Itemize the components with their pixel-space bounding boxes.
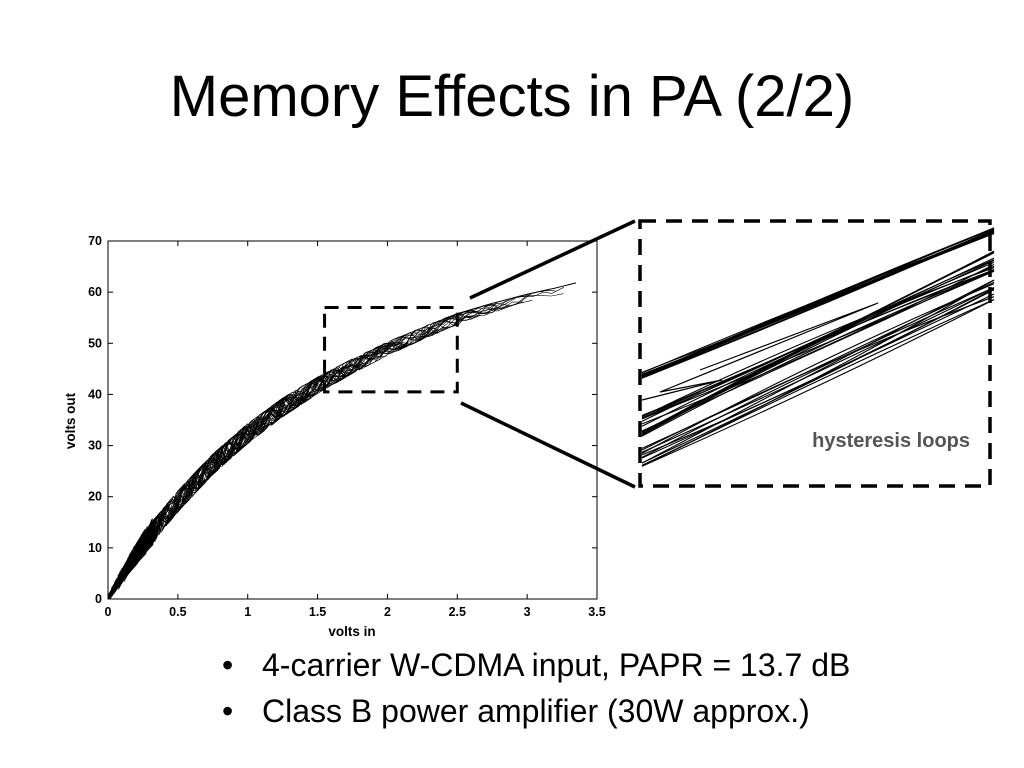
- inset-trace: [641, 259, 995, 434]
- x-tick-label: 3: [524, 605, 531, 619]
- y-tick-label: 0: [95, 592, 102, 606]
- trace-line: [107, 326, 430, 600]
- trace-line: [107, 344, 409, 600]
- trace-line: [107, 367, 364, 600]
- trace-line: [107, 301, 524, 600]
- x-tick-label: 3.5: [588, 605, 605, 619]
- trace-line: [107, 290, 556, 600]
- trace-line: [107, 325, 433, 600]
- inset-trace: [641, 268, 995, 432]
- y-tick-label: 40: [88, 387, 102, 401]
- y-tick-label: 20: [88, 490, 102, 504]
- trace-cluster-line: [110, 520, 158, 593]
- trace-line: [107, 329, 437, 600]
- y-tick-label: 50: [88, 336, 102, 350]
- trace-line: [107, 350, 372, 600]
- x-tick-label: 0.5: [169, 605, 186, 619]
- bullet-item: • Class B power amplifier (30W approx.): [222, 688, 850, 734]
- trace-line: [107, 365, 351, 600]
- bullet-text: 4-carrier W-CDMA input, PAPR = 13.7 dB: [262, 647, 851, 683]
- inset-traces: [641, 227, 995, 467]
- trace-line: [107, 315, 481, 600]
- inset-trace: [641, 299, 995, 467]
- x-tick-label: 0: [105, 605, 112, 619]
- y-axis-label: volts out: [63, 392, 78, 449]
- bullet-text: Class B power amplifier (30W approx.): [262, 693, 810, 729]
- trace-line: [107, 371, 334, 600]
- trace-line: [107, 315, 473, 600]
- inset-trace: [641, 270, 995, 437]
- x-tick-label: 1.5: [309, 605, 326, 619]
- y-tick-labels: 0 10 20 30 40 50 60 70: [88, 234, 102, 606]
- trace-line: [107, 315, 453, 600]
- trace-line: [107, 327, 446, 600]
- inset-trace: [641, 267, 995, 418]
- plot-frame: [107, 240, 598, 600]
- inset-trace: [641, 286, 995, 458]
- y-tick-label: 30: [88, 439, 102, 453]
- trace-line: [107, 364, 348, 600]
- y-tick-label: 10: [88, 541, 102, 555]
- x-tick-labels: 0 0.5 1 1.5 2 2.5 3 3.5: [105, 605, 606, 619]
- hysteresis-annotation: hysteresis loops: [812, 430, 970, 452]
- y-tick-label: 70: [88, 234, 102, 248]
- x-tick-label: 2: [384, 605, 391, 619]
- connector-line-top: [469, 219, 636, 300]
- trace-line: [107, 293, 564, 600]
- trace-line: [107, 394, 309, 600]
- x-tick-label: 2.5: [449, 605, 466, 619]
- trace-line: [107, 297, 516, 600]
- inset-trace: [641, 281, 995, 449]
- trace-line: [107, 302, 498, 600]
- inset-loop: [641, 302, 879, 401]
- trace-line: [107, 291, 545, 600]
- bullet-item: • 4-carrier W-CDMA input, PAPR = 13.7 dB: [222, 642, 850, 688]
- y-tick-label: 60: [88, 285, 102, 299]
- inset-trace: [641, 250, 995, 417]
- bullet-dot: •: [222, 693, 234, 729]
- main-traces: [107, 282, 577, 600]
- slide-title: Memory Effects in PA (2/2): [169, 64, 855, 129]
- trace-line: [107, 342, 409, 600]
- bullet-list: • 4-carrier W-CDMA input, PAPR = 13.7 dB …: [222, 642, 850, 734]
- trace-line: [107, 311, 464, 600]
- trace-line: [107, 310, 496, 600]
- trace-line: [107, 302, 497, 600]
- trace-line: [107, 304, 516, 600]
- trace-line: [107, 310, 480, 600]
- trace-line: [107, 305, 497, 600]
- bullet-dot: •: [222, 647, 234, 683]
- inset-trace: [641, 228, 995, 379]
- trace-line: [107, 361, 350, 600]
- trace-line: [107, 342, 407, 600]
- x-axis-label: volts in: [328, 624, 375, 639]
- trace-tail: [443, 282, 577, 320]
- trace-line: [107, 328, 427, 600]
- x-tick-label: 1: [244, 605, 251, 619]
- trace-line: [107, 340, 417, 600]
- inset-trace: [641, 283, 995, 454]
- zoom-region-box: [323, 305, 459, 394]
- inset-box: [638, 219, 992, 488]
- inset-trace: [641, 287, 995, 453]
- trace-line: [107, 286, 565, 600]
- inset-trace: [641, 279, 995, 466]
- inset-loop: [641, 391, 701, 419]
- trace-line: [107, 300, 533, 600]
- trace-line: [107, 313, 478, 600]
- connector-line-bottom: [460, 401, 636, 489]
- inset-trace: [641, 231, 995, 376]
- inset-trace: [641, 289, 995, 464]
